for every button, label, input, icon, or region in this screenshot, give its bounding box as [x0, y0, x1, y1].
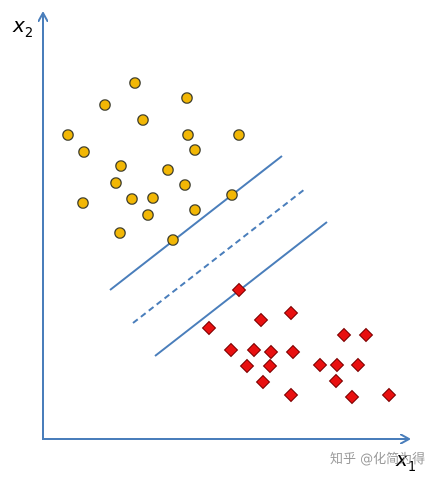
x-axis-label: x1	[395, 447, 416, 475]
class-a-circle-point	[189, 204, 201, 216]
class-b-diamond-point	[358, 327, 374, 343]
class-a-circle-point	[167, 234, 179, 246]
class-b-diamond-point	[231, 282, 247, 298]
class-a-circle-point	[126, 193, 138, 205]
decision-boundary-line	[132, 188, 306, 324]
class-a-circle-point	[179, 179, 191, 191]
class-b-diamond-point	[246, 342, 262, 358]
class-b-diamond-point	[283, 387, 299, 403]
class-b-diamond-point	[381, 387, 397, 403]
watermark-text: 知乎 @化简为得	[330, 451, 425, 467]
class-a-circle-point	[115, 160, 127, 172]
class-b-diamond-point	[328, 373, 344, 389]
class-b-points	[201, 282, 397, 405]
class-b-diamond-point	[312, 357, 328, 373]
class-b-diamond-point	[263, 344, 279, 360]
class-a-circle-point	[137, 114, 149, 126]
class-b-diamond-point	[223, 342, 239, 358]
class-a-circle-point	[226, 189, 238, 201]
class-a-points	[62, 77, 245, 246]
class-a-circle-point	[233, 129, 245, 141]
class-a-circle-point	[99, 99, 111, 111]
upper-margin-line	[109, 155, 283, 291]
class-b-diamond-point	[350, 357, 366, 373]
class-a-circle-point	[142, 209, 154, 221]
class-a-circle-point	[78, 146, 90, 158]
class-b-diamond-point	[239, 358, 255, 374]
class-b-diamond-point	[201, 320, 217, 336]
class-a-circle-point	[182, 129, 194, 141]
class-b-diamond-point	[329, 357, 345, 373]
class-a-circle-point	[62, 129, 74, 141]
class-b-diamond-point	[283, 305, 299, 321]
class-a-circle-point	[181, 92, 193, 104]
class-a-circle-point	[189, 144, 201, 156]
class-a-circle-point	[114, 227, 126, 239]
class-b-diamond-point	[285, 344, 301, 360]
class-a-circle-point	[77, 197, 89, 209]
class-a-circle-point	[129, 77, 141, 89]
class-b-diamond-point	[253, 312, 269, 328]
class-b-diamond-point	[336, 327, 352, 343]
class-b-diamond-point	[262, 358, 278, 374]
class-a-circle-point	[110, 177, 122, 189]
class-a-circle-point	[162, 164, 174, 176]
class-a-circle-point	[147, 192, 159, 204]
class-b-diamond-point	[255, 374, 271, 390]
y-axis-label: x2	[12, 13, 33, 41]
class-b-diamond-point	[344, 389, 360, 405]
